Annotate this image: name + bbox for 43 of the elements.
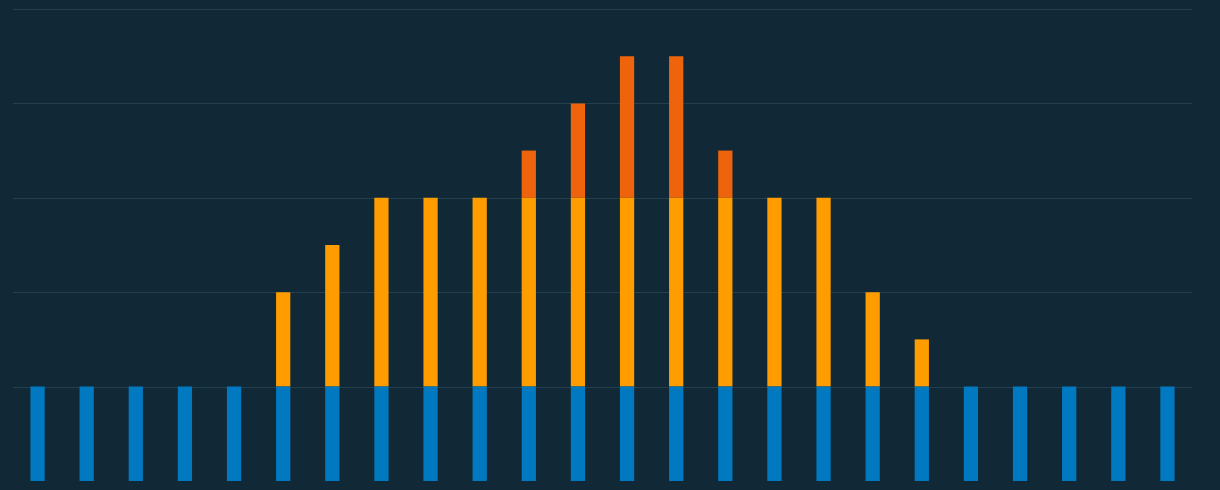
bar xyxy=(325,386,340,481)
bar xyxy=(521,150,536,198)
bar xyxy=(423,386,438,481)
bar xyxy=(669,386,684,481)
bar xyxy=(128,386,143,481)
bar xyxy=(914,386,929,481)
bar xyxy=(570,386,586,481)
bar xyxy=(374,386,389,481)
bar xyxy=(472,386,487,481)
bar xyxy=(1111,386,1126,481)
bar xyxy=(521,197,536,387)
bar xyxy=(619,386,635,481)
bar xyxy=(816,197,831,387)
bar xyxy=(521,386,536,481)
bar xyxy=(718,150,733,198)
bar xyxy=(669,56,684,198)
bar xyxy=(767,386,782,481)
bar xyxy=(619,56,635,198)
bar xyxy=(914,339,929,387)
bar xyxy=(1160,386,1175,481)
bar xyxy=(177,386,193,481)
bar xyxy=(226,386,242,481)
bar xyxy=(79,386,94,481)
bar xyxy=(570,197,586,387)
bar xyxy=(865,292,880,387)
bar xyxy=(865,386,880,481)
bar xyxy=(816,386,831,481)
bar xyxy=(374,197,389,387)
bar xyxy=(1012,386,1028,481)
bar xyxy=(276,292,291,387)
bar xyxy=(619,197,635,387)
bar xyxy=(276,386,291,481)
bar xyxy=(767,197,782,387)
bar xyxy=(963,386,979,481)
bar xyxy=(1062,386,1077,481)
bar xyxy=(472,197,487,387)
bar xyxy=(570,103,586,198)
bar xyxy=(423,197,438,387)
bar xyxy=(718,197,733,387)
bar xyxy=(30,386,45,481)
bar xyxy=(325,245,340,387)
bar xyxy=(718,386,733,481)
bar xyxy=(669,197,684,387)
